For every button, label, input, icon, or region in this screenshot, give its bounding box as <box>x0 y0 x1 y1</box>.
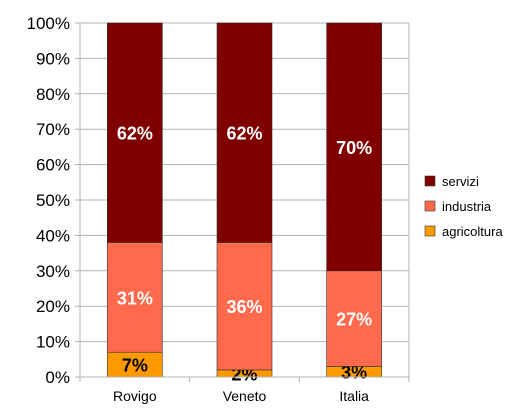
data-label-servizi: 62% <box>117 124 153 144</box>
y-tick-label: 70% <box>36 120 70 139</box>
y-axis-ticks: 0% 10% 20% 30% 40% 50% 60% 70% 80% 90% 100% <box>27 14 80 387</box>
legend-label-industria: industria <box>442 199 492 214</box>
data-label-industria: 36% <box>226 297 262 317</box>
y-tick-label: 30% <box>36 262 70 281</box>
x-category-label: Italia <box>339 388 369 404</box>
axes <box>79 23 410 378</box>
data-label-agricoltura: 3% <box>341 363 367 383</box>
bar-segment-industria <box>107 242 163 353</box>
bar-segment-industria <box>326 270 382 367</box>
legend-swatch-agricoltura <box>424 225 436 237</box>
y-tick-label: 60% <box>36 156 70 175</box>
x-axis-labels: Rovigo Veneto Italia <box>79 377 410 404</box>
bar-segment-industria <box>216 242 273 371</box>
legend-swatch-industria <box>424 200 436 212</box>
y-tick-label: 40% <box>36 226 70 245</box>
legend-label-agricoltura: agricoltura <box>442 224 503 239</box>
bar-segment-servizi <box>216 22 273 243</box>
data-label-servizi: 62% <box>226 124 262 144</box>
y-tick-label: 50% <box>36 191 70 210</box>
y-tick-label: 90% <box>36 49 70 68</box>
data-label-servizi: 70% <box>336 138 372 158</box>
data-label-industria: 27% <box>336 310 372 330</box>
bars: 7%31%62%2%36%62%3%27%70% <box>107 22 382 384</box>
bar-segment-servizi <box>107 22 163 243</box>
legend: servizi industria agricoltura <box>424 174 503 239</box>
y-tick-label: 10% <box>36 333 70 352</box>
y-tick-label: 80% <box>36 85 70 104</box>
y-tick-label: 0% <box>45 368 70 387</box>
x-category-label: Rovigo <box>113 388 157 404</box>
y-tick-label: 100% <box>27 14 70 33</box>
y-tick-label: 20% <box>36 297 70 316</box>
legend-label-servizi: servizi <box>442 174 479 189</box>
legend-swatch-servizi <box>424 175 436 187</box>
bar-segment-servizi <box>326 22 382 272</box>
data-label-industria: 31% <box>117 288 153 308</box>
x-category-label: Veneto <box>223 388 267 404</box>
data-label-agricoltura: 7% <box>122 356 148 376</box>
